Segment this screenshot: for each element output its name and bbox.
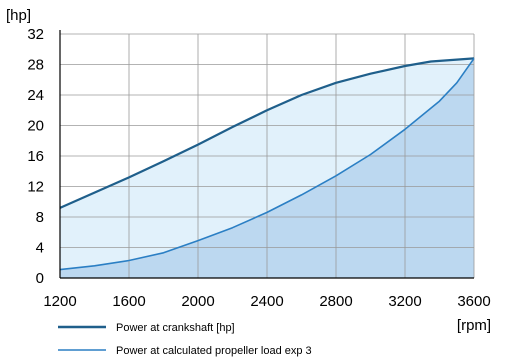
y-tick-label: 24 <box>27 87 44 104</box>
y-tick-label: 16 <box>27 148 44 165</box>
x-tick-label: 3600 <box>457 293 490 310</box>
y-tick-label: 32 <box>27 26 44 43</box>
y-tick-label: 8 <box>36 209 44 226</box>
x-axis-unit: [rpm] <box>457 317 491 334</box>
legend: Power at crankshaft [hp] Power at calcul… <box>58 322 312 357</box>
y-tick-label: 28 <box>27 57 44 74</box>
x-tick-labels: 1200 1600 2000 2400 2800 3200 3600 <box>43 293 490 310</box>
x-tick-label: 1200 <box>43 293 76 310</box>
y-tick-label: 20 <box>27 118 44 135</box>
x-tick-label: 3200 <box>388 293 421 310</box>
legend-label-crankshaft: Power at crankshaft [hp] <box>116 322 235 334</box>
x-tick-label: 2400 <box>250 293 283 310</box>
legend-label-propeller: Power at calculated propeller load exp 3 <box>116 345 312 357</box>
y-tick-label: 12 <box>27 179 44 196</box>
x-tick-label: 2800 <box>319 293 352 310</box>
y-axis-unit: [hp] <box>6 7 31 24</box>
y-tick-label: 4 <box>36 240 44 257</box>
x-tick-label: 2000 <box>181 293 214 310</box>
x-tick-label: 1600 <box>112 293 145 310</box>
y-tick-label: 0 <box>36 270 44 287</box>
y-tick-labels: 0 4 8 12 16 20 24 28 32 <box>27 26 44 287</box>
